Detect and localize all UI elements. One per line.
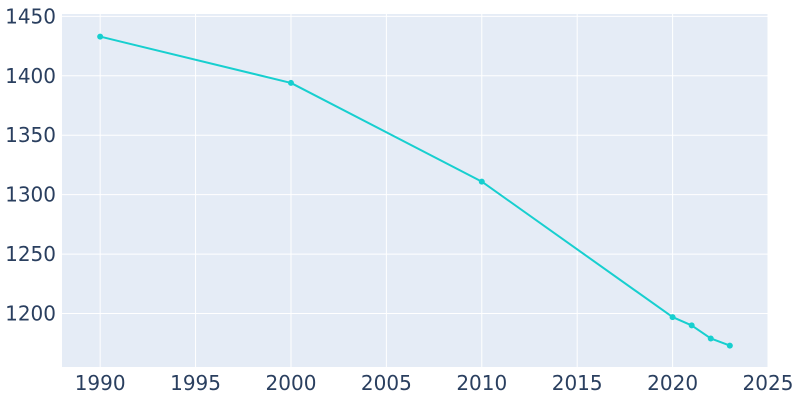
data-point bbox=[669, 314, 676, 321]
data-point bbox=[287, 79, 294, 86]
y-tick-label: 1350 bbox=[5, 123, 56, 147]
x-tick-label: 2025 bbox=[743, 371, 794, 395]
x-tick-label: 2015 bbox=[552, 371, 603, 395]
plot-area bbox=[62, 14, 768, 367]
x-tick-label: 2010 bbox=[456, 371, 507, 395]
data-point bbox=[688, 322, 695, 329]
x-tick-label: 1990 bbox=[75, 371, 126, 395]
data-point bbox=[97, 33, 104, 40]
data-point bbox=[726, 342, 733, 349]
x-axis: 1990 1995 2000 2005 2010 2015 2020 2025 bbox=[75, 371, 794, 395]
x-tick-label: 2000 bbox=[266, 371, 317, 395]
y-tick-label: 1200 bbox=[5, 302, 56, 326]
x-tick-label: 2020 bbox=[647, 371, 698, 395]
y-tick-label: 1300 bbox=[5, 183, 56, 207]
grid-lines bbox=[62, 14, 769, 367]
data-point bbox=[478, 178, 485, 185]
y-tick-label: 1400 bbox=[5, 64, 56, 88]
series-layer bbox=[97, 33, 733, 349]
x-tick-label: 1995 bbox=[170, 371, 221, 395]
data-point bbox=[707, 335, 714, 342]
y-tick-label: 1450 bbox=[5, 4, 56, 28]
x-tick-label: 2005 bbox=[361, 371, 412, 395]
y-tick-label: 1250 bbox=[5, 242, 56, 266]
y-axis: 1200 1250 1300 1350 1400 1450 bbox=[5, 4, 56, 325]
